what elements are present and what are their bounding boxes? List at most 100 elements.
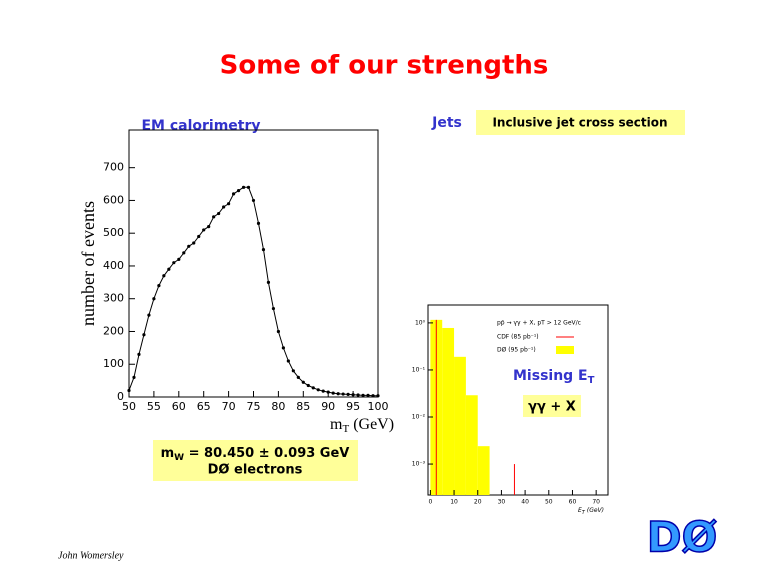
data-point xyxy=(132,375,136,379)
data-point xyxy=(281,346,285,350)
legend-label: DØ (95 pb⁻¹) xyxy=(497,347,536,354)
caption-rest: = 80.450 ± 0.093 GeV xyxy=(184,446,349,461)
data-point xyxy=(296,375,300,379)
data-point xyxy=(271,306,276,311)
data-point xyxy=(182,251,186,255)
hist-bar xyxy=(477,446,490,495)
data-point xyxy=(172,261,176,265)
data-point xyxy=(127,388,131,393)
x-axis-label: mT (GeV) xyxy=(330,416,394,435)
y-tick-label: 100 xyxy=(103,357,124,370)
legend-swatch xyxy=(556,346,574,354)
missing-sub: T xyxy=(588,375,595,386)
data-point xyxy=(371,394,375,398)
jets-box xyxy=(476,110,685,135)
data-point xyxy=(227,202,231,206)
x-tick-label: 20 xyxy=(474,499,482,506)
hist-bar xyxy=(454,356,466,495)
data-point xyxy=(321,389,325,393)
data-point xyxy=(326,390,330,394)
x-tick-label: 70 xyxy=(222,400,236,413)
left-heading: EM calorimetry xyxy=(141,118,260,134)
missing-et: Missing ET xyxy=(513,368,595,386)
data-point xyxy=(346,392,350,396)
data-point xyxy=(192,241,196,245)
right-heading: Jets xyxy=(431,115,462,131)
data-point xyxy=(137,352,141,357)
data-point xyxy=(217,211,221,216)
jets-label: Inclusive jet cross section xyxy=(492,116,667,130)
caption-m: m xyxy=(161,446,175,461)
x-tick-label: 70 xyxy=(592,499,600,506)
x-tick-label: 90 xyxy=(321,400,335,413)
x-axis-label: ET (GeV) xyxy=(578,507,604,516)
slide-title: Some of our strengths xyxy=(220,51,549,81)
data-point xyxy=(167,267,171,271)
x-tick-label: 10 xyxy=(450,499,458,506)
data-point xyxy=(222,205,226,209)
data-point xyxy=(301,380,305,384)
left-frame xyxy=(128,129,379,398)
data-point xyxy=(311,386,315,390)
caption-line2: DØ electrons xyxy=(208,463,303,478)
x-tick-label: 40 xyxy=(521,499,529,506)
x-label-main: m xyxy=(330,416,343,433)
data-point xyxy=(157,284,161,288)
data-point xyxy=(376,394,380,398)
y-axis-label: number of events xyxy=(78,201,98,326)
data-point xyxy=(251,198,256,203)
x-tick-label: 50 xyxy=(122,400,136,413)
y-tick-label: 0 xyxy=(117,390,124,403)
data-point xyxy=(316,388,320,392)
y-tick-label: 10⁻¹ xyxy=(412,366,426,373)
y-tick-label: 600 xyxy=(103,193,124,206)
x-tick-label: 95 xyxy=(346,400,360,413)
data-point xyxy=(306,383,310,388)
data-point xyxy=(147,313,151,317)
data-point xyxy=(276,329,280,334)
x-tick-label: 60 xyxy=(172,400,186,413)
legend-label: CDF (85 pb⁻¹) xyxy=(497,334,539,341)
missing-text: Missing E xyxy=(513,368,588,384)
y-tick-label: 700 xyxy=(103,161,124,174)
data-point xyxy=(291,369,295,373)
x-tick-label: 0 xyxy=(428,499,432,506)
hist-bar xyxy=(465,395,478,495)
x-label-main: E xyxy=(578,507,582,514)
data-point xyxy=(142,333,146,337)
x-tick-label: 55 xyxy=(147,400,161,413)
data-point xyxy=(336,392,340,396)
hist-bar xyxy=(442,327,455,495)
data-point xyxy=(187,244,191,248)
data-point xyxy=(286,359,290,363)
data-point xyxy=(361,393,365,397)
gamma-box xyxy=(523,395,581,417)
data-point xyxy=(212,215,216,219)
data-point xyxy=(231,192,236,196)
y-tick-label: 10⁻² xyxy=(412,414,426,421)
data-point xyxy=(197,234,201,239)
data-point xyxy=(207,225,211,229)
x-label-unit: (GeV) xyxy=(587,507,604,514)
y-tick-label: 500 xyxy=(103,226,124,239)
y-tick-label: 300 xyxy=(103,292,124,305)
data-point xyxy=(261,247,266,252)
data-point xyxy=(366,393,370,397)
x-tick-label: 30 xyxy=(498,499,506,506)
y-tick-label: 10⁻³ xyxy=(412,461,426,468)
y-tick-label: 200 xyxy=(103,324,124,337)
plot-annotation: pp̄ → γγ + X, pT > 12 GeV/c xyxy=(497,320,581,327)
logo: DØ xyxy=(647,513,718,562)
footer: John Womersley xyxy=(58,550,124,561)
y-tick-label: 400 xyxy=(103,259,124,272)
data-point xyxy=(162,274,166,278)
data-point xyxy=(351,393,355,397)
data-point xyxy=(202,228,206,232)
data-point xyxy=(331,391,335,395)
data-line xyxy=(128,186,378,397)
x-tick-label: 75 xyxy=(247,400,261,413)
right-frame xyxy=(427,304,609,496)
caption-box xyxy=(153,440,358,481)
